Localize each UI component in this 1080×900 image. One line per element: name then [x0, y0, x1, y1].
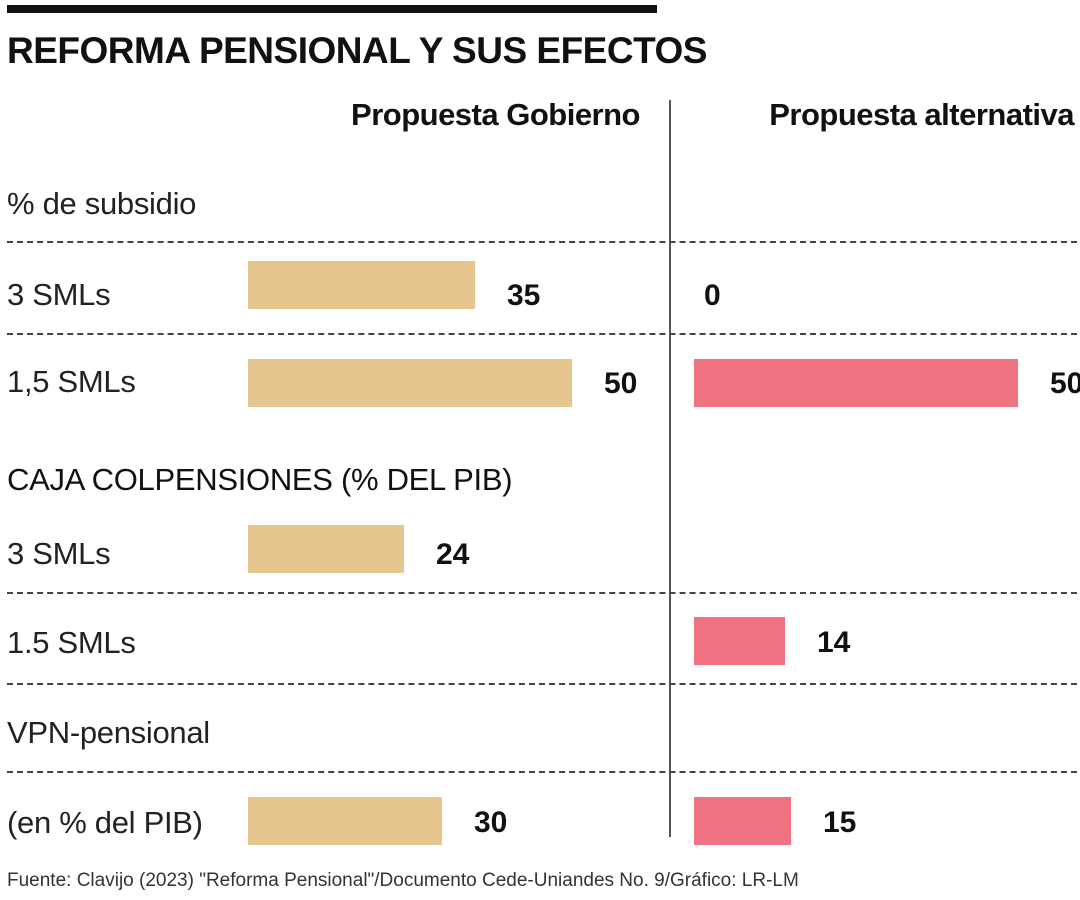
bar-gobierno-row-5	[248, 797, 442, 845]
column-header-gobierno: Propuesta Gobierno	[351, 97, 640, 132]
row-label: 1,5 SMLs	[7, 364, 136, 399]
section-label-subsidio: % de subsidio	[7, 186, 197, 221]
row-divider	[7, 771, 1077, 773]
source-note: Fuente: Clavijo (2023) "Reforma Pensiona…	[7, 870, 799, 891]
bar-alternativa-row-4	[694, 617, 785, 665]
bar-alternativa-row-5	[694, 797, 791, 845]
row-divider	[7, 333, 1077, 335]
chart-title: REFORMA PENSIONAL Y SUS EFECTOS	[7, 30, 707, 71]
value-gobierno-row-5: 30	[474, 806, 508, 839]
value-alternativa-row-4: 14	[817, 626, 851, 659]
section-label-caja: CAJA COLPENSIONES (% DEL PIB)	[7, 462, 513, 497]
row-label: (en % del PIB)	[7, 805, 203, 840]
row-label: 3 SMLs	[7, 277, 111, 312]
column-divider	[669, 100, 671, 837]
column-header-alternativa: Propuesta alternativa	[769, 97, 1074, 132]
value-alternativa-row-1: 0	[704, 279, 721, 312]
value-gobierno-row-2: 50	[604, 367, 638, 400]
value-alternativa-row-5: 15	[823, 806, 857, 839]
value-gobierno-row-1: 35	[507, 279, 541, 312]
row-label: 3 SMLs	[7, 536, 111, 571]
bar-gobierno-row-2	[248, 359, 572, 407]
row-label: 1.5 SMLs	[7, 625, 136, 660]
row-divider	[7, 592, 1077, 594]
row-divider	[7, 241, 1077, 243]
top-rule	[7, 5, 657, 13]
value-gobierno-row-3: 24	[436, 538, 470, 571]
bar-gobierno-row-3	[248, 525, 404, 573]
row-divider	[7, 683, 1077, 685]
section-label-vpn: VPN-pensional	[7, 715, 210, 750]
bar-gobierno-row-1	[248, 261, 475, 309]
value-alternativa-row-2: 50	[1050, 367, 1080, 400]
bar-alternativa-row-2	[694, 359, 1018, 407]
